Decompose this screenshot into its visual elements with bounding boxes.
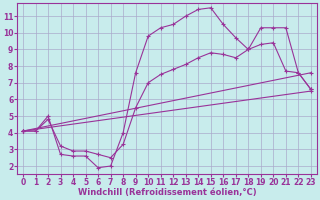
X-axis label: Windchill (Refroidissement éolien,°C): Windchill (Refroidissement éolien,°C) [78, 188, 256, 197]
